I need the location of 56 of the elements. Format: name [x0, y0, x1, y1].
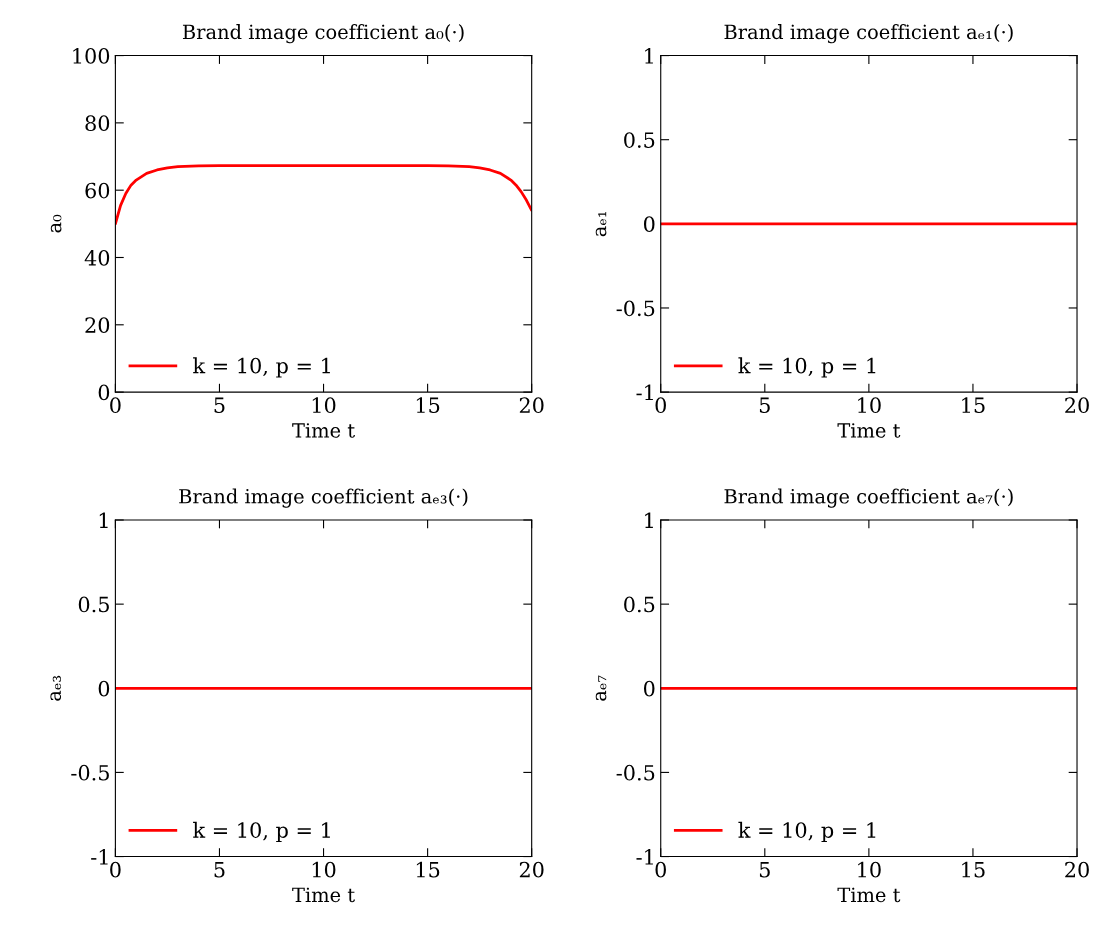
y-axis-title: a₀ [50, 214, 62, 233]
y-tick-label: 0 [98, 680, 110, 697]
y-tick-label: 1 [645, 512, 653, 528]
y-tick-label: 0.5 [624, 596, 655, 613]
y-tick-label: 1 [645, 48, 653, 64]
y-tick-label: -1 [636, 849, 653, 865]
chart-title: Brand image coefficient aₑ₇(·) [724, 488, 1013, 508]
x-tick-label: 10 [312, 397, 336, 414]
x-axis-title: Time t [837, 423, 901, 438]
y-tick-label: 60 [85, 182, 110, 199]
x-tick-label: 0 [110, 397, 121, 414]
chart-title: Brand image coefficient aₑ₁(·) [724, 24, 1013, 44]
x-tick-label: 5 [214, 862, 225, 878]
y-tick-label: 40 [84, 249, 110, 266]
legend-label: k = 10, p = 1 [193, 357, 330, 378]
x-axis-title: Time t [292, 887, 355, 903]
y-tick-label: 0.5 [624, 132, 655, 148]
chart-title: Brand image coefficient a₀(·) [182, 24, 464, 44]
y-axis-title: aₑ₃ [50, 675, 62, 701]
x-axis-title: Time t [837, 887, 901, 903]
x-tick-label: 15 [416, 397, 440, 414]
x-tick-label: 20 [1065, 397, 1089, 414]
y-tick-label: -0.5 [616, 764, 655, 781]
y-tick-label: -0.5 [616, 300, 655, 317]
x-tick-label: 5 [759, 397, 770, 414]
legend-label: k = 10, p = 1 [193, 821, 330, 842]
line-series [115, 164, 532, 226]
y-axis-title: aₑ₇ [595, 675, 607, 701]
y-tick-label: 1 [99, 512, 108, 528]
legend-label: k = 10, p = 1 [738, 821, 876, 842]
x-tick-label: 10 [858, 397, 881, 414]
y-tick-label: 0.5 [78, 596, 109, 613]
y-tick-label: 0 [98, 384, 110, 401]
x-tick-label: 5 [214, 397, 225, 414]
y-tick-label: -1 [636, 384, 653, 401]
x-tick-label: 15 [962, 397, 985, 414]
x-tick-label: 0 [110, 861, 121, 878]
y-tick-label: 80 [85, 115, 110, 132]
x-tick-label: 15 [416, 861, 440, 878]
y-tick-label: 0 [643, 680, 655, 697]
y-tick-label: 100 [73, 48, 110, 64]
y-axis-title: aₑ₁ [595, 211, 607, 237]
x-tick-label: 15 [962, 861, 985, 878]
x-tick-label: 20 [519, 397, 544, 414]
y-tick-label: -1 [91, 849, 108, 865]
y-tick-label: -0.5 [71, 764, 109, 781]
x-tick-label: 10 [312, 861, 336, 878]
x-tick-label: 10 [858, 861, 881, 878]
chart-title: Brand image coefficient aₑ₃(·) [179, 488, 468, 508]
x-tick-label: 20 [519, 861, 544, 878]
legend-label: k = 10, p = 1 [738, 357, 876, 378]
x-tick-label: 20 [1065, 861, 1089, 878]
y-tick-label: 20 [85, 317, 110, 334]
x-axis-title: Time t [292, 423, 355, 438]
x-tick-label: 5 [759, 862, 770, 878]
y-tick-label: 0 [643, 216, 655, 233]
